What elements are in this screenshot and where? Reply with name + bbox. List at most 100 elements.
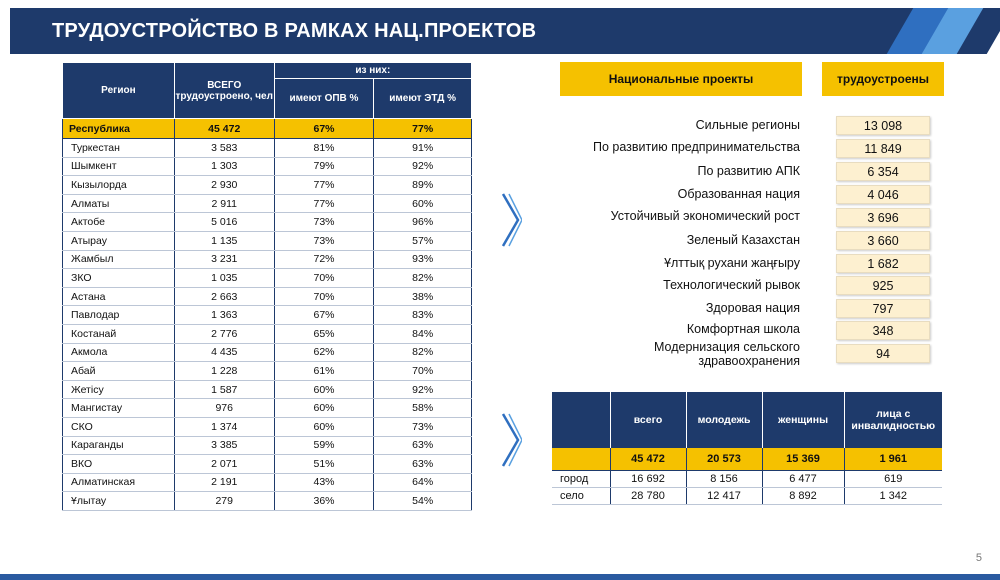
header-region: Регион	[62, 62, 175, 119]
etd-cell: 82%	[373, 343, 472, 363]
value-cell: 20 573	[686, 448, 763, 471]
opv-cell: 67%	[273, 118, 375, 139]
opv-cell: 65%	[273, 324, 375, 344]
etd-cell: 92%	[373, 157, 472, 177]
total-cell: 1 035	[173, 268, 275, 288]
total-cell: 3 583	[173, 138, 275, 158]
total-cell: 1 135	[173, 231, 275, 251]
etd-cell: 63%	[373, 454, 472, 474]
footer-line	[0, 574, 1000, 580]
value-cell: 1 342	[844, 487, 942, 505]
opv-cell: 36%	[273, 491, 375, 511]
regions-table: Регион ВСЕГО трудоустроено, чел из них: …	[62, 62, 473, 511]
region-cell: Алматы	[62, 194, 175, 214]
total-row: 45 472 20 573 15 369 1 961	[552, 448, 942, 471]
etd-cell: 92%	[373, 380, 472, 400]
region-cell: Акмола	[62, 343, 175, 363]
project-value: 1 682	[836, 254, 930, 273]
value-cell: 16 692	[610, 470, 687, 488]
opv-cell: 73%	[273, 231, 375, 251]
header-all: всего	[610, 392, 687, 448]
header-etd: имеют ЭТД %	[373, 78, 472, 119]
project-value: 94	[836, 344, 930, 363]
region-cell: Актобе	[62, 212, 175, 232]
chevron-right-icon	[501, 413, 522, 467]
table-row: Туркестан 3 583 81% 91%	[62, 138, 472, 158]
row-label: село	[552, 487, 611, 505]
total-cell: 1 228	[173, 361, 275, 381]
value-cell: 1 961	[844, 448, 942, 471]
header-opv: имеют ОПВ %	[273, 78, 375, 119]
opv-cell: 72%	[273, 250, 375, 270]
opv-cell: 62%	[273, 343, 375, 363]
etd-cell: 82%	[373, 268, 472, 288]
region-cell: Ұлытау	[62, 491, 175, 511]
value-cell: 28 780	[610, 487, 687, 505]
total-cell: 5 016	[173, 212, 275, 232]
breakdown-table: всего молодежь женщины лица с инвалиднос…	[552, 392, 942, 505]
project-name: Устойчивый экономический рост	[610, 209, 800, 223]
value-cell: 45 472	[610, 448, 687, 471]
etd-cell: 58%	[373, 398, 472, 418]
etd-cell: 89%	[373, 175, 472, 195]
value-cell: 15 369	[762, 448, 845, 471]
etd-cell: 73%	[373, 417, 472, 437]
project-name: Зеленый Казахстан	[686, 233, 800, 247]
region-cell: СКО	[62, 417, 175, 437]
region-cell: Атырау	[62, 231, 175, 251]
region-cell: ВКО	[62, 454, 175, 474]
table-row: СКО 1 374 60% 73%	[62, 417, 472, 437]
value-cell: 619	[844, 470, 942, 488]
region-cell: Жетісу	[62, 380, 175, 400]
header-disabled: лица с инвалидностью	[844, 392, 942, 448]
opv-cell: 79%	[273, 157, 375, 177]
table-row: Ұлытау 279 36% 54%	[62, 491, 472, 511]
project-value: 4 046	[836, 185, 930, 204]
table-row: Жамбыл 3 231 72% 93%	[62, 250, 472, 270]
project-name: По развитию предпринимательства	[593, 140, 800, 154]
etd-cell: 54%	[373, 491, 472, 511]
total-cell: 3 231	[173, 250, 275, 270]
table-row: село 28 780 12 417 8 892 1 342	[552, 487, 942, 505]
opv-cell: 60%	[273, 380, 375, 400]
region-cell: Абай	[62, 361, 175, 381]
opv-cell: 77%	[273, 175, 375, 195]
total-cell: 2 930	[173, 175, 275, 195]
region-cell: Мангистау	[62, 398, 175, 418]
region-cell: Алматинская	[62, 473, 175, 493]
total-cell: 976	[173, 398, 275, 418]
region-cell: Туркестан	[62, 138, 175, 158]
project-name: Технологический рывок	[663, 278, 800, 292]
total-cell: 4 435	[173, 343, 275, 363]
etd-cell: 84%	[373, 324, 472, 344]
table-row: ВКО 2 071 51% 63%	[62, 454, 472, 474]
value-cell: 8 156	[686, 470, 763, 488]
opv-cell: 70%	[273, 287, 375, 307]
project-name: Ұлттық рухани жаңғыру	[664, 256, 800, 270]
header-youth: молодежь	[686, 392, 763, 448]
project-value: 3 696	[836, 208, 930, 227]
project-value: 13 098	[836, 116, 930, 135]
etd-cell: 91%	[373, 138, 472, 158]
total-cell: 1 363	[173, 305, 275, 325]
opv-cell: 81%	[273, 138, 375, 158]
opv-cell: 59%	[273, 436, 375, 456]
project-value: 3 660	[836, 231, 930, 250]
total-cell: 2 191	[173, 473, 275, 493]
table-row: Алматинская 2 191 43% 64%	[62, 473, 472, 493]
total-cell: 1 303	[173, 157, 275, 177]
table-row: город 16 692 8 156 6 477 619	[552, 470, 942, 488]
header-blank	[552, 392, 611, 448]
project-name: Модернизация сельского здравоохранения	[540, 340, 800, 368]
etd-cell: 77%	[373, 118, 472, 139]
opv-cell: 60%	[273, 398, 375, 418]
total-cell: 2 663	[173, 287, 275, 307]
project-value: 797	[836, 299, 930, 318]
table-row: Костанай 2 776 65% 84%	[62, 324, 472, 344]
projects-header: Национальные проекты	[560, 62, 802, 96]
header-total: ВСЕГО трудоустроено, чел	[173, 62, 275, 119]
opv-cell: 61%	[273, 361, 375, 381]
total-cell: 3 385	[173, 436, 275, 456]
etd-cell: 60%	[373, 194, 472, 214]
value-cell: 6 477	[762, 470, 845, 488]
